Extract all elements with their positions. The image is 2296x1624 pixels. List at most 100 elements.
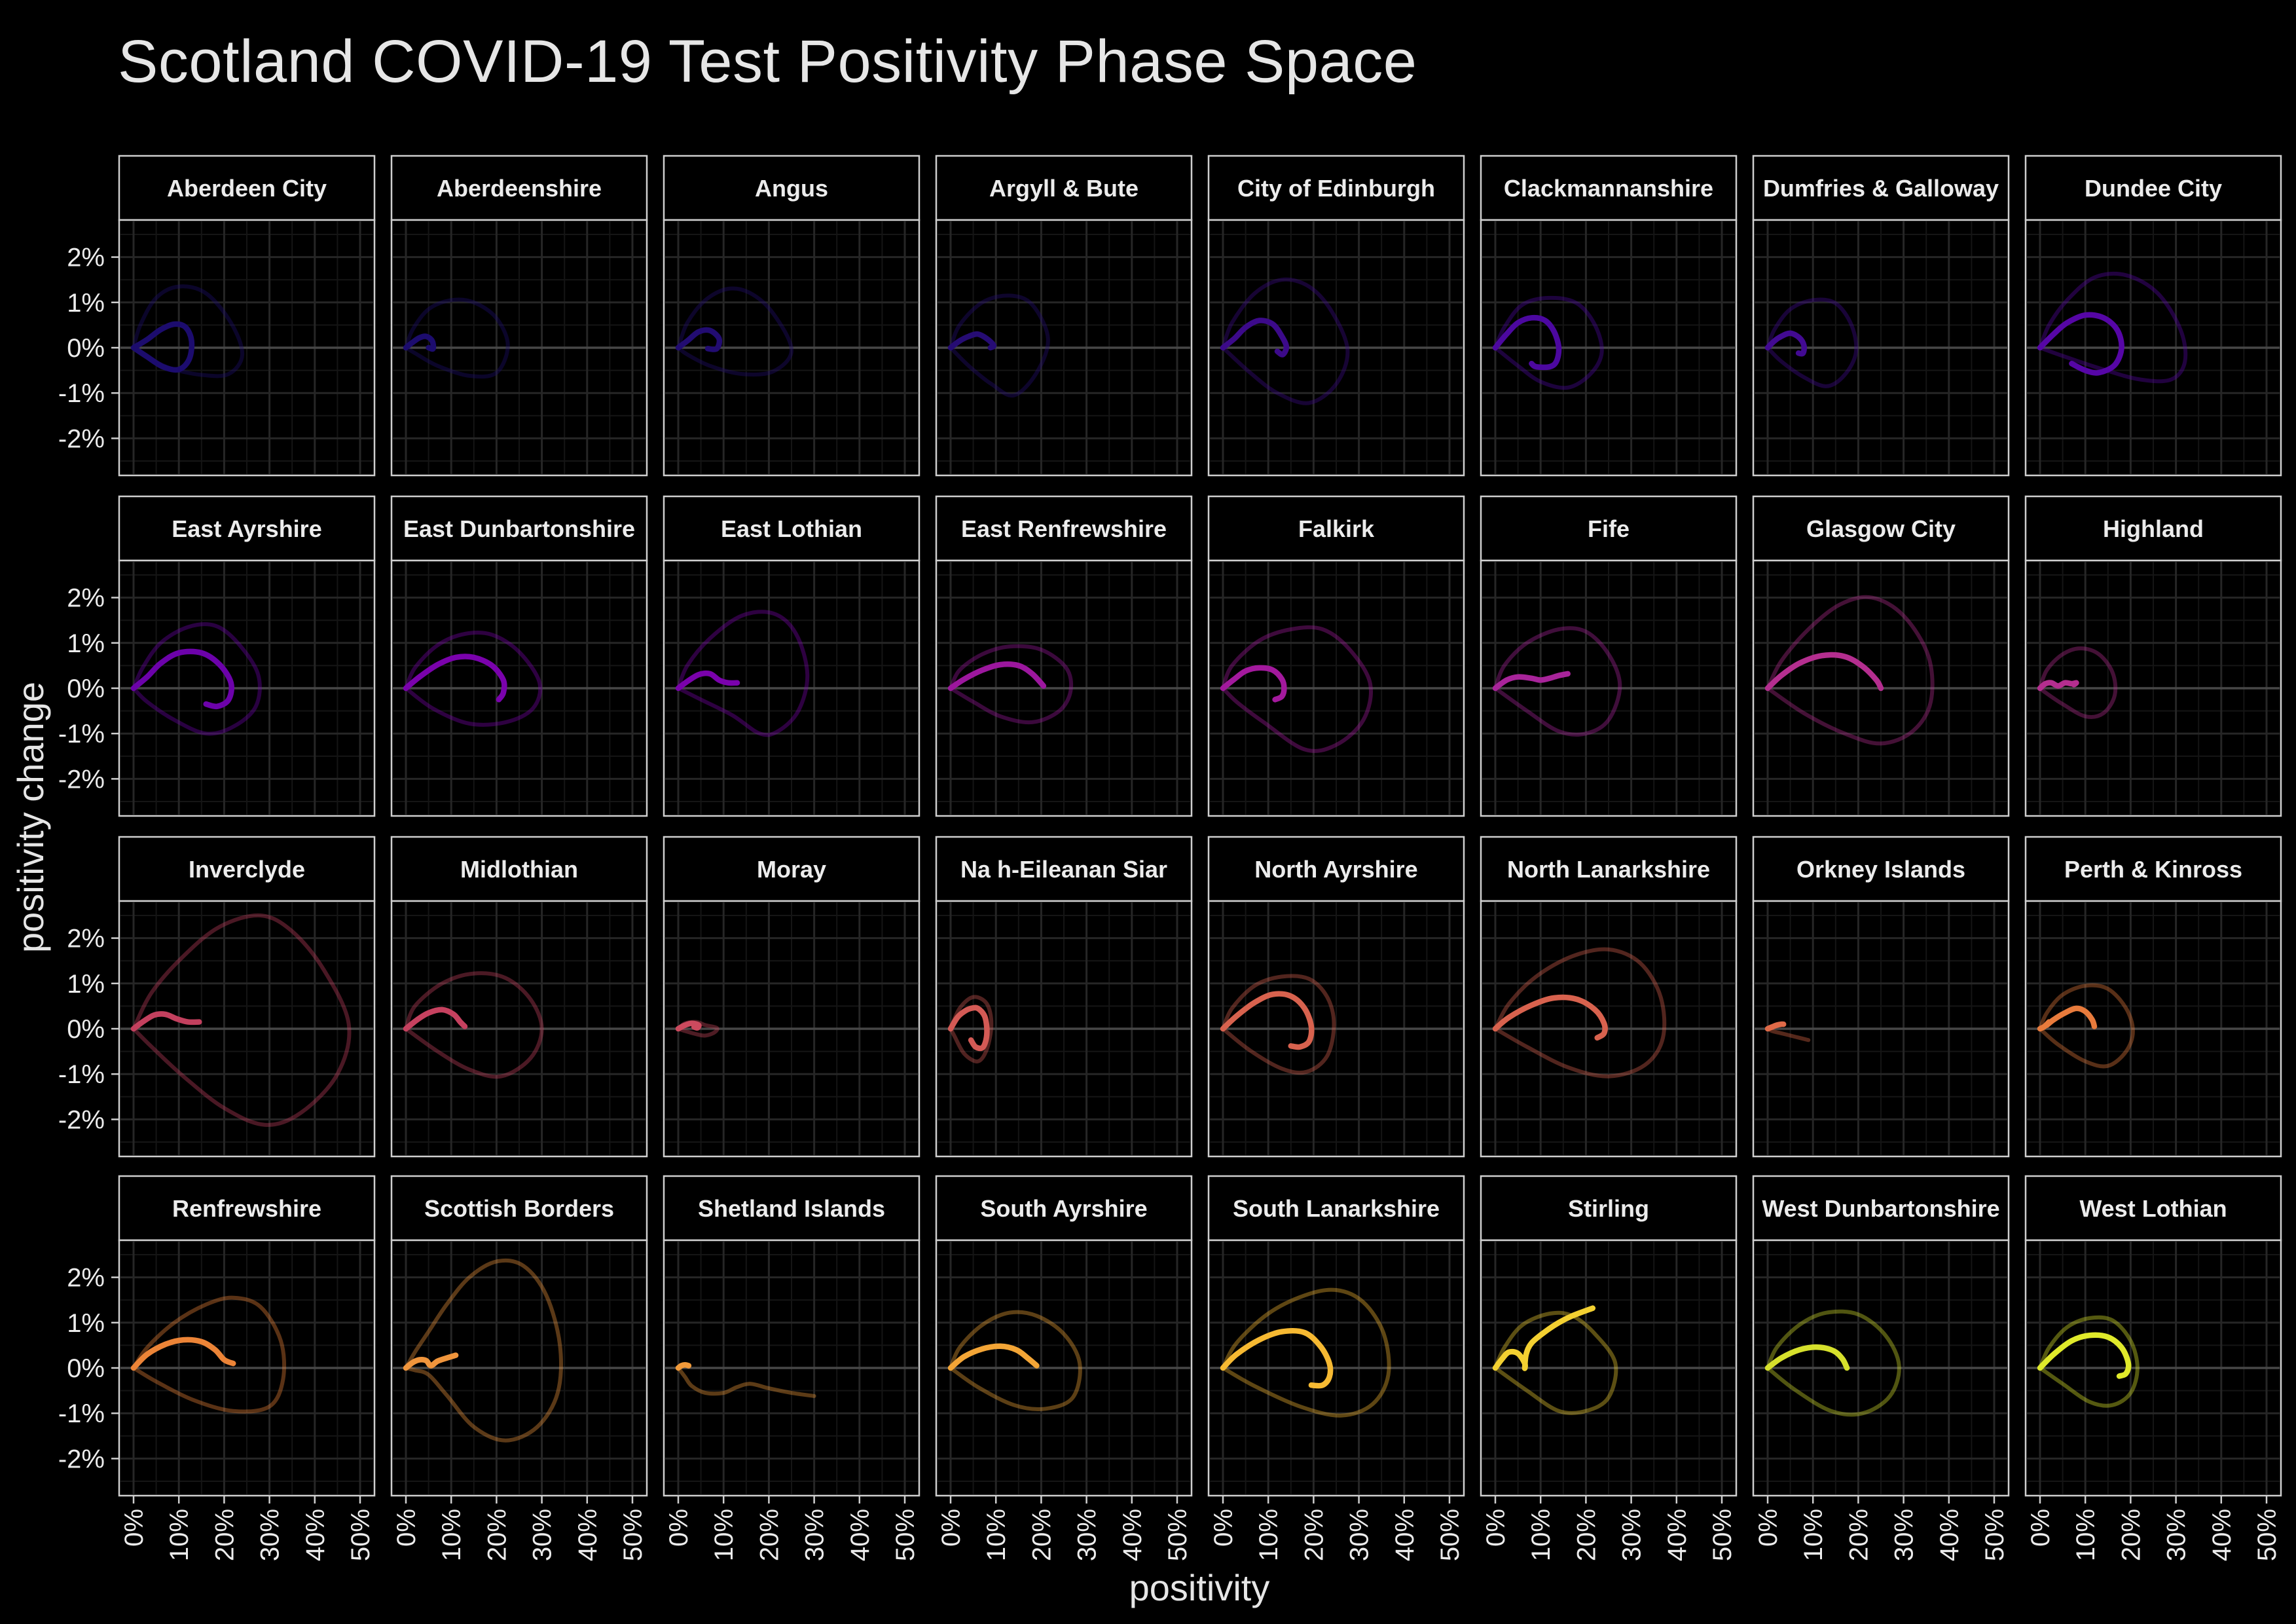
series-line-current	[2037, 1332, 2132, 1379]
facet-strip	[118, 1175, 376, 1242]
facet-strip	[1480, 1175, 1738, 1242]
facet-label: Clackmannanshire	[1504, 175, 1713, 202]
facet-panel-moray: Moray	[663, 836, 920, 1158]
facet-label: Fife	[1588, 515, 1630, 542]
x-tick-label: 0%	[392, 1509, 421, 1547]
facet-strip	[2024, 1175, 2282, 1242]
series-line-history	[1766, 595, 1935, 746]
facet-panel-perth-and-kinross: Perth & Kinross	[2024, 836, 2282, 1158]
series-line-history	[1493, 295, 1604, 390]
facet-strip	[1207, 836, 1465, 902]
x-tick-label: 30%	[1345, 1509, 1374, 1561]
x-tick-label: 0%	[2026, 1509, 2055, 1547]
facet-panel-west-dunbartonshire: West Dunbartonshire 0% 10% 20% 30% 40% 50%	[1752, 1175, 2010, 1561]
x-tick-label: 10%	[1527, 1509, 1556, 1561]
series-line-history	[1221, 277, 1350, 405]
series-line-current	[675, 1361, 692, 1371]
facet-strip	[118, 155, 376, 221]
x-tick-label: 50%	[1163, 1509, 1192, 1561]
facet-panel-clackmannanshire: Clackmannanshire	[1480, 155, 1738, 477]
series-line-current	[130, 1011, 202, 1032]
facet-label: Glasgow City	[1806, 515, 1956, 542]
facet-strip	[663, 1175, 920, 1242]
facet-label: Aberdeenshire	[437, 175, 602, 202]
x-tick-label: 30%	[1890, 1509, 1919, 1561]
x-tick-label: 50%	[619, 1509, 647, 1561]
facet-strip	[1480, 836, 1738, 902]
y-tick-label: -1%	[58, 1399, 105, 1428]
facet-label: East Ayrshire	[172, 515, 321, 542]
y-tick-label: -1%	[58, 379, 105, 408]
facet-strip	[1752, 836, 2010, 902]
series-line-history	[1493, 947, 1667, 1079]
x-tick-label: 0%	[665, 1509, 693, 1547]
x-tick-label: 10%	[437, 1509, 466, 1561]
facet-panel-falkirk: Falkirk	[1207, 495, 1465, 817]
facet-strip	[1207, 1175, 1465, 1242]
series-line-current	[947, 331, 997, 351]
x-tick-label: 0%	[120, 1509, 149, 1547]
x-tick-label: 30%	[256, 1509, 285, 1561]
series-line-history	[949, 995, 994, 1063]
facet-label: Angus	[755, 175, 828, 202]
series-line-current	[1492, 671, 1571, 692]
facet-panel-north-lanarkshire: North Lanarkshire	[1480, 836, 1738, 1158]
series-line-current	[1220, 665, 1287, 703]
facet-label: South Lanarkshire	[1233, 1195, 1440, 1222]
facet-panel-orkney-islands: Orkney Islands	[1752, 836, 2010, 1158]
series-line-current	[403, 654, 507, 703]
x-tick-label: 40%	[1391, 1509, 1419, 1561]
facet-strip	[390, 836, 648, 902]
y-tick-label: 2%	[67, 1264, 105, 1293]
series-line-current	[947, 661, 1047, 692]
facet-panel-east-dunbartonshire: East Dunbartonshire	[390, 495, 648, 817]
series-line-history	[1493, 1310, 1618, 1415]
x-tick-label: 20%	[483, 1509, 511, 1561]
facet-strip	[1480, 495, 1738, 562]
series-line-current	[2037, 680, 2079, 692]
x-tick-label: 50%	[1708, 1509, 1737, 1561]
facet-label: Orkney Islands	[1796, 856, 1965, 883]
y-tick-label: 0%	[67, 1354, 105, 1383]
facet-panel-highland: Highland	[2024, 495, 2282, 817]
facet-label: Stirling	[1568, 1195, 1649, 1222]
series-line-history	[1493, 626, 1622, 737]
series-line-current	[675, 1020, 702, 1032]
facet-strip	[663, 155, 920, 221]
series-line-current	[1492, 314, 1562, 371]
x-tick-label: 30%	[2162, 1509, 2191, 1561]
facet-panel-aberdeen-city: Aberdeen City 2% 1% 0% -1% -2%	[58, 155, 376, 477]
series-line-history	[2038, 983, 2135, 1069]
series-line-history	[404, 630, 543, 727]
x-tick-label: 20%	[1300, 1509, 1328, 1561]
series-line-current	[130, 1337, 236, 1371]
x-tick-label: 10%	[982, 1509, 1011, 1561]
x-axis-title: positivity	[1129, 1567, 1270, 1608]
facet-strip	[1752, 1175, 2010, 1242]
x-tick-label: 50%	[891, 1509, 920, 1561]
x-tick-label: 50%	[1980, 1509, 2009, 1561]
y-tick-label: 2%	[67, 244, 105, 272]
facet-panel-fife: Fife	[1480, 495, 1738, 817]
y-tick-label: -1%	[58, 1060, 105, 1089]
facet-panel-angus: Angus	[663, 155, 920, 477]
facet-strip	[935, 155, 1193, 221]
facet-panel-east-renfrewshire: East Renfrewshire	[935, 495, 1193, 817]
facet-panel-midlothian: Midlothian	[390, 836, 648, 1158]
series-line-history	[404, 297, 510, 379]
facet-panel-east-lothian: East Lothian	[663, 495, 920, 817]
facet-panel-na-h-eileanan-siar: Na h-Eileanan Siar	[935, 836, 1193, 1158]
x-tick-label: 10%	[710, 1509, 738, 1561]
facet-strip	[935, 495, 1193, 562]
facet-strip	[1752, 495, 2010, 562]
series-line-current	[947, 1005, 990, 1052]
facet-label: Na h-Eileanan Siar	[960, 856, 1167, 883]
series-line-history	[132, 1295, 287, 1414]
series-line-current	[1220, 991, 1315, 1050]
series-line-current	[1220, 318, 1290, 358]
facet-label: Renfrewshire	[172, 1195, 321, 1222]
facet-label: City of Edinburgh	[1237, 175, 1435, 202]
series-line-history	[949, 644, 1074, 725]
facet-label: Argyll & Bute	[989, 175, 1139, 202]
x-tick-label: 20%	[755, 1509, 784, 1561]
